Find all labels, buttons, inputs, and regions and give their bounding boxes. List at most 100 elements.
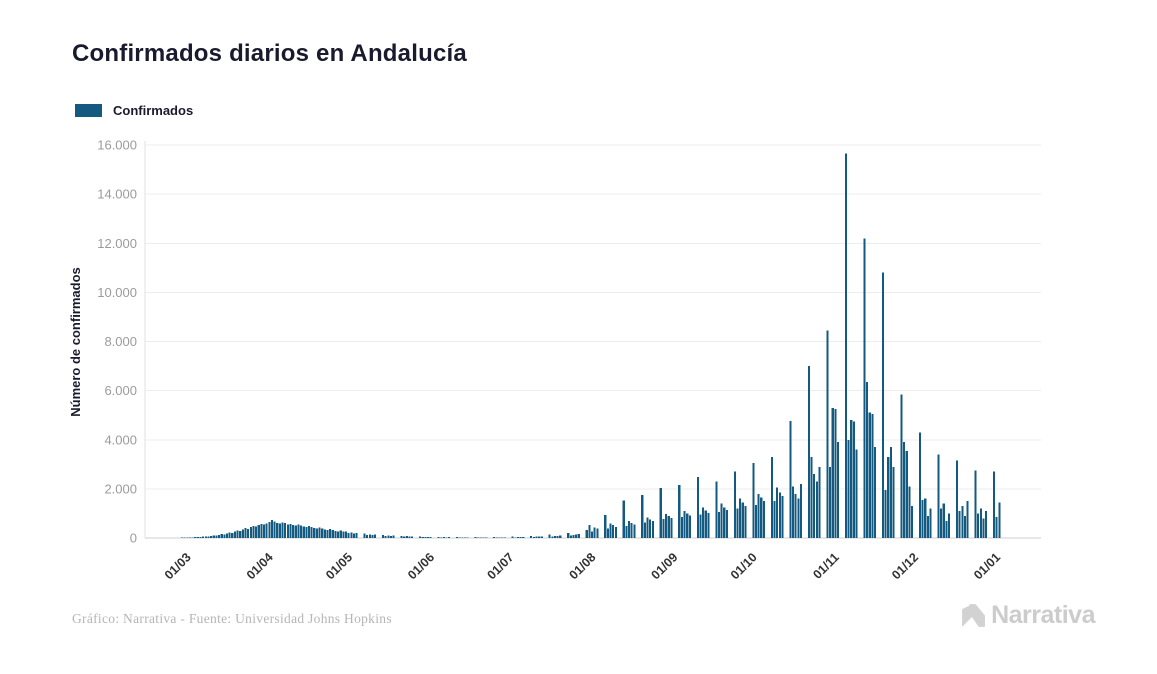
- bar[interactable]: [281, 522, 284, 538]
- bar[interactable]: [585, 529, 588, 538]
- bar[interactable]: [863, 238, 866, 538]
- bar[interactable]: [387, 535, 390, 538]
- bar[interactable]: [522, 536, 525, 538]
- bar[interactable]: [791, 486, 795, 538]
- bar[interactable]: [363, 533, 366, 538]
- bar[interactable]: [403, 536, 406, 538]
- bar[interactable]: [553, 536, 557, 539]
- bar[interactable]: [702, 507, 705, 538]
- bar[interactable]: [270, 520, 274, 538]
- bar[interactable]: [294, 525, 297, 538]
- bar[interactable]: [292, 524, 295, 538]
- bar[interactable]: [223, 534, 226, 538]
- bar[interactable]: [670, 517, 673, 538]
- bar[interactable]: [374, 534, 377, 538]
- bar[interactable]: [868, 412, 871, 538]
- bar[interactable]: [419, 536, 422, 538]
- bar[interactable]: [720, 503, 723, 538]
- bar[interactable]: [249, 527, 252, 538]
- bar[interactable]: [559, 535, 562, 538]
- bar[interactable]: [400, 535, 403, 538]
- bar[interactable]: [699, 514, 702, 538]
- bar[interactable]: [241, 529, 244, 538]
- bar[interactable]: [323, 529, 326, 538]
- bar[interactable]: [850, 420, 853, 538]
- bar[interactable]: [408, 536, 411, 538]
- bar[interactable]: [733, 471, 736, 538]
- bar[interactable]: [593, 527, 596, 538]
- bar[interactable]: [958, 510, 961, 538]
- bar[interactable]: [191, 537, 194, 538]
- bar[interactable]: [368, 534, 371, 538]
- bar[interactable]: [810, 456, 813, 538]
- bar[interactable]: [704, 510, 707, 538]
- bar[interactable]: [244, 528, 247, 539]
- bar[interactable]: [366, 534, 369, 538]
- bar[interactable]: [188, 537, 192, 538]
- bar[interactable]: [392, 535, 395, 538]
- bar[interactable]: [937, 454, 940, 538]
- bar[interactable]: [511, 536, 514, 538]
- bar[interactable]: [556, 535, 559, 538]
- bar[interactable]: [630, 522, 633, 538]
- bar[interactable]: [519, 536, 522, 538]
- bar[interactable]: [445, 537, 448, 538]
- bar[interactable]: [847, 439, 850, 538]
- bar[interactable]: [532, 536, 535, 538]
- bar[interactable]: [384, 535, 387, 538]
- bar[interactable]: [535, 536, 538, 538]
- bar[interactable]: [884, 490, 887, 538]
- bar[interactable]: [683, 510, 686, 538]
- bar[interactable]: [741, 502, 744, 538]
- bar[interactable]: [352, 533, 356, 538]
- bar[interactable]: [337, 531, 340, 538]
- bar[interactable]: [903, 442, 906, 538]
- bar[interactable]: [307, 526, 311, 538]
- bar[interactable]: [754, 504, 758, 538]
- bar[interactable]: [289, 523, 292, 538]
- bar[interactable]: [855, 449, 858, 538]
- bar[interactable]: [725, 509, 728, 538]
- bar[interactable]: [836, 442, 840, 538]
- bar[interactable]: [297, 524, 300, 538]
- bar[interactable]: [530, 535, 533, 538]
- bar[interactable]: [604, 514, 607, 538]
- bar[interactable]: [609, 523, 612, 538]
- bar[interactable]: [382, 535, 385, 538]
- bar[interactable]: [485, 537, 488, 538]
- bar[interactable]: [440, 537, 443, 538]
- bar[interactable]: [474, 537, 477, 538]
- bar[interactable]: [300, 525, 303, 538]
- bar[interactable]: [866, 382, 869, 538]
- bar[interactable]: [776, 487, 779, 538]
- bar[interactable]: [247, 528, 250, 538]
- bar[interactable]: [818, 466, 821, 538]
- bar[interactable]: [995, 517, 998, 538]
- bar[interactable]: [686, 513, 689, 538]
- bar[interactable]: [667, 515, 670, 538]
- bar[interactable]: [770, 456, 773, 538]
- bar[interactable]: [421, 537, 424, 538]
- bar[interactable]: [257, 524, 260, 538]
- bar[interactable]: [813, 474, 816, 538]
- bar[interactable]: [315, 528, 318, 538]
- bar[interactable]: [305, 527, 308, 538]
- bar[interactable]: [633, 524, 636, 539]
- bar[interactable]: [998, 502, 1001, 538]
- bar[interactable]: [627, 520, 631, 538]
- bar[interactable]: [908, 486, 911, 538]
- bar[interactable]: [569, 535, 572, 538]
- bar[interactable]: [207, 536, 210, 538]
- bar[interactable]: [212, 535, 215, 538]
- bar[interactable]: [982, 518, 985, 538]
- bar[interactable]: [852, 421, 855, 538]
- bar[interactable]: [265, 523, 268, 538]
- bar[interactable]: [495, 537, 498, 538]
- bar[interactable]: [228, 532, 231, 538]
- bar[interactable]: [503, 537, 506, 538]
- bar[interactable]: [538, 536, 541, 538]
- bar[interactable]: [202, 536, 205, 538]
- bar[interactable]: [572, 535, 575, 538]
- bar[interactable]: [881, 272, 885, 538]
- bar[interactable]: [921, 499, 924, 538]
